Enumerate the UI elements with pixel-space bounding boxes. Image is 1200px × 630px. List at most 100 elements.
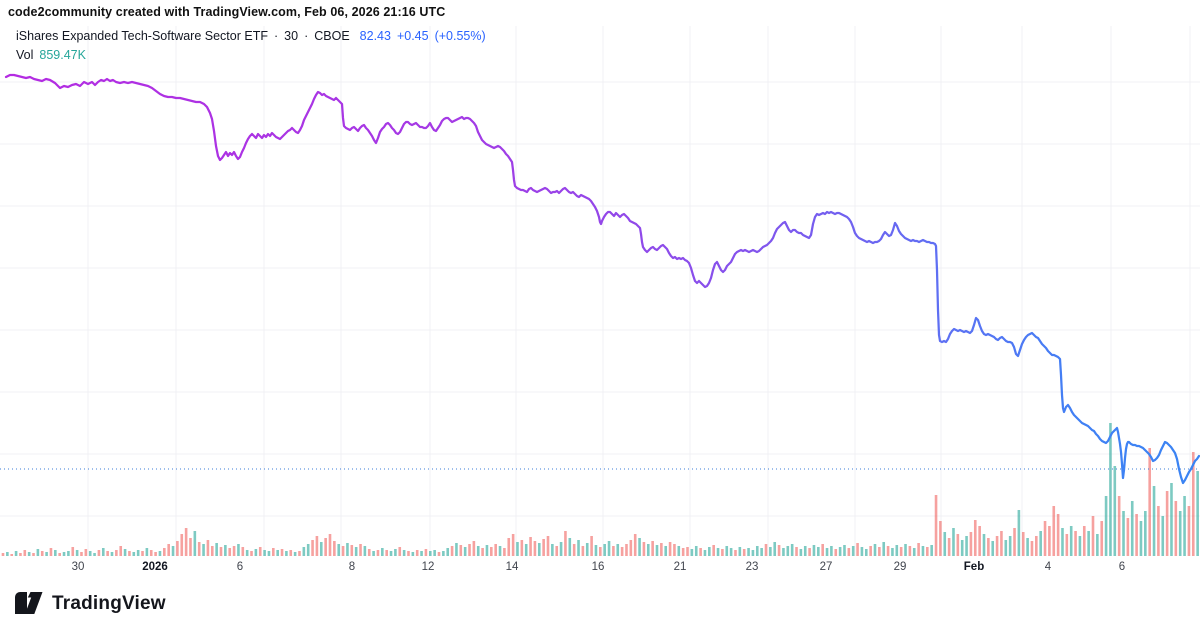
volume-bar bbox=[956, 534, 960, 556]
volume-bar bbox=[424, 549, 428, 556]
volume-label: Vol bbox=[16, 48, 34, 62]
volume-bar bbox=[660, 543, 663, 556]
volume-bar bbox=[812, 545, 816, 556]
volume-bar bbox=[267, 551, 271, 556]
volume-bar bbox=[1035, 536, 1038, 556]
volume-bar bbox=[712, 545, 715, 556]
volume-bar bbox=[912, 548, 916, 556]
volume-bar bbox=[228, 548, 232, 556]
volume-bar bbox=[258, 547, 262, 556]
volume-bar bbox=[633, 534, 637, 556]
volume-bar bbox=[494, 544, 497, 556]
volume-bar bbox=[599, 547, 602, 556]
symbol-legend: iShares Expanded Tech-Software Sector ET… bbox=[16, 29, 486, 66]
volume-bar bbox=[450, 546, 454, 556]
volume-bar bbox=[873, 544, 877, 556]
volume-bar bbox=[1152, 486, 1156, 556]
volume-bar bbox=[241, 547, 245, 556]
volume-bar bbox=[490, 547, 493, 556]
volume-bar bbox=[568, 538, 572, 556]
volume-bar bbox=[167, 544, 170, 556]
time-axis[interactable]: 30 2026 6 8 12 14 16 21 23 27 29 Feb 4 6 bbox=[0, 559, 1200, 579]
grid-layer bbox=[0, 26, 1200, 556]
volume-bar bbox=[1191, 452, 1195, 556]
volume-bar bbox=[612, 546, 615, 556]
volume-bar bbox=[202, 544, 205, 556]
volume-bar bbox=[973, 520, 977, 556]
x-axis-label: 21 bbox=[673, 561, 687, 573]
volume-bar bbox=[485, 545, 489, 556]
volume-bar bbox=[817, 547, 820, 556]
volume-bar bbox=[1126, 518, 1130, 556]
volume-bar bbox=[328, 534, 332, 556]
volume-bar bbox=[54, 550, 57, 556]
volume-bar bbox=[333, 541, 336, 556]
volume-bar bbox=[987, 538, 990, 556]
volume-bar bbox=[123, 549, 127, 556]
volume-bar bbox=[1074, 531, 1077, 556]
volume-bar bbox=[128, 551, 131, 556]
volume-bar bbox=[245, 550, 249, 556]
volume-bar bbox=[372, 551, 375, 556]
volume-bar bbox=[411, 552, 415, 556]
volume-bar bbox=[49, 548, 53, 556]
volume-bar bbox=[415, 550, 419, 556]
price-line bbox=[4, 73, 1200, 485]
volume-bar bbox=[319, 542, 323, 556]
volume-bar bbox=[782, 548, 785, 556]
volume-bar bbox=[367, 549, 371, 556]
volume-bar bbox=[795, 547, 798, 556]
volume-bar bbox=[132, 552, 136, 556]
volume-bar bbox=[197, 542, 201, 556]
volume-bar bbox=[1113, 466, 1117, 556]
volume-bar bbox=[1043, 521, 1047, 556]
volume-bar bbox=[699, 548, 702, 556]
volume-bar bbox=[463, 547, 467, 556]
volume-bar bbox=[777, 545, 781, 556]
volume-bar bbox=[19, 553, 22, 556]
volume-bar bbox=[263, 550, 266, 556]
volume-bar bbox=[407, 551, 410, 556]
volume-bar bbox=[694, 546, 698, 556]
volume-bar bbox=[1087, 531, 1090, 556]
volume-bar bbox=[289, 550, 293, 556]
volume-bar bbox=[537, 543, 541, 556]
volume-bar bbox=[1109, 423, 1112, 556]
volume-bar bbox=[1122, 511, 1125, 556]
volume-bar bbox=[1021, 532, 1025, 556]
volume-bar bbox=[359, 544, 362, 556]
volume-bar bbox=[646, 544, 650, 556]
volume-bar bbox=[149, 550, 153, 556]
volume-bar bbox=[969, 532, 973, 556]
volume-bar bbox=[664, 546, 668, 556]
volume-bar bbox=[455, 543, 458, 556]
volume-bar bbox=[189, 538, 192, 556]
volume-bar bbox=[1117, 496, 1121, 556]
volume-bar bbox=[520, 540, 524, 556]
volume-bar bbox=[585, 543, 589, 556]
volume-bar bbox=[237, 544, 240, 556]
volume-bar bbox=[254, 549, 258, 556]
volume-bar bbox=[1056, 514, 1060, 556]
volume-bar bbox=[590, 536, 593, 556]
volume-bar bbox=[315, 536, 319, 556]
volume-bar bbox=[27, 552, 31, 556]
volume-bar bbox=[106, 551, 109, 556]
volume-bar bbox=[1017, 510, 1021, 556]
volume-bar bbox=[577, 540, 580, 556]
volume-bar bbox=[642, 542, 646, 556]
legend-separator: · bbox=[304, 29, 309, 43]
volume-layer bbox=[1, 423, 1199, 556]
volume-bar bbox=[934, 495, 938, 556]
volume-bar bbox=[838, 547, 842, 556]
volume-bar bbox=[145, 548, 149, 556]
volume-bar bbox=[302, 547, 306, 556]
volume-bar bbox=[80, 552, 83, 556]
volume-bar bbox=[442, 551, 445, 556]
symbol-interval: 30 bbox=[284, 29, 299, 43]
tradingview-logo[interactable]: TradingView bbox=[14, 591, 166, 616]
volume-bar bbox=[280, 549, 284, 556]
x-axis-label: 8 bbox=[348, 561, 356, 573]
